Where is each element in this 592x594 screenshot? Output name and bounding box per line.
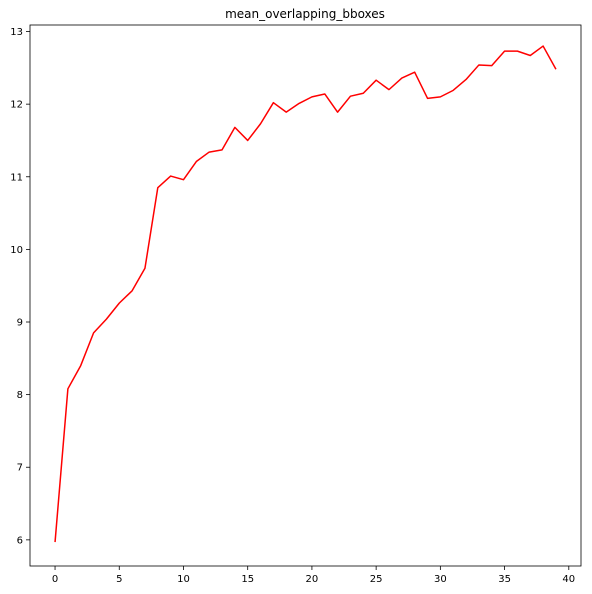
x-tick-label: 30 bbox=[434, 574, 447, 585]
x-tick-label: 35 bbox=[498, 574, 511, 585]
y-tick-label: 9 bbox=[17, 318, 23, 329]
series-line-0 bbox=[54, 45, 557, 543]
y-tick-label: 8 bbox=[17, 390, 23, 401]
y-tick-label: 13 bbox=[10, 27, 23, 38]
y-tick-label: 7 bbox=[17, 463, 23, 474]
y-tick-label: 6 bbox=[17, 535, 23, 546]
x-tick-label: 5 bbox=[116, 574, 122, 585]
y-tick-label: 12 bbox=[10, 100, 23, 111]
x-tick-label: 40 bbox=[562, 574, 575, 585]
x-tick-label: 10 bbox=[177, 574, 190, 585]
x-tick-label: 20 bbox=[306, 574, 319, 585]
chart-title: mean_overlapping_bboxes bbox=[225, 7, 385, 21]
plot-area bbox=[54, 45, 557, 543]
x-tick-label: 15 bbox=[241, 574, 254, 585]
axes: 0 5 10 15 20 25 30 35 40 6 7 8 9 10 11 12 13 bbox=[10, 24, 582, 585]
y-tick-label: 11 bbox=[10, 172, 23, 183]
x-tick-label: 25 bbox=[370, 574, 383, 585]
plot-frame bbox=[29, 24, 582, 567]
y-tick-label: 10 bbox=[10, 245, 23, 256]
x-tick-label: 0 bbox=[52, 574, 58, 585]
